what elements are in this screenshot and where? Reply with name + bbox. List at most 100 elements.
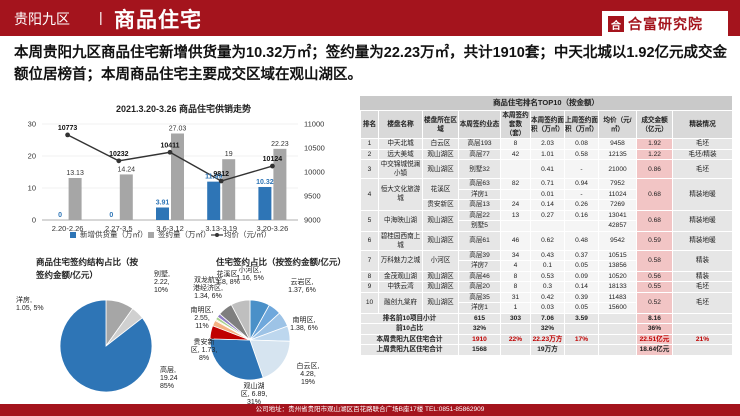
logo: 合 合富研究院	[602, 11, 728, 37]
table-cell: 82	[500, 178, 531, 190]
table-cell: 白云区	[422, 138, 459, 150]
top10-title: 商品住宅排名TOP10（按金额）	[360, 96, 732, 110]
y-tick-label: 10	[28, 184, 36, 193]
x-tick-label: 2.27-3.5	[105, 224, 133, 233]
contract-bar	[222, 159, 236, 220]
pie-slice	[59, 299, 153, 393]
table-row: 3 中交锦城悦澜小镇 观山湖区 别墅32 0.41-21000 0.86 毛坯	[360, 159, 733, 179]
table-cell: 15600	[598, 302, 637, 314]
contract-data-label: 27.03	[169, 126, 187, 133]
logo-icon: 合	[608, 16, 624, 32]
table-cell: 6	[360, 230, 379, 251]
column-header: 成交金额（亿元）	[636, 110, 673, 139]
pie-label: 贵安新区, 1.73, 8%	[191, 337, 218, 362]
table-cell: 高层77	[458, 148, 501, 160]
y-tick-label: 20	[28, 152, 36, 161]
table-cell: 8	[500, 138, 531, 150]
table-row: 8 金茂观山湖 观山湖区 高层46 8 0.53 0.09 10520 0.56 精装	[360, 270, 733, 282]
table-cell: 5	[360, 209, 379, 232]
table-cell: 7	[360, 249, 379, 272]
table-cell: 别墅32	[458, 159, 501, 179]
table-cell: 13	[500, 209, 531, 221]
table-cell	[500, 188, 531, 200]
supply-chart-title: 2021.3.20-3.26 商品住宅供销走势	[116, 104, 252, 114]
table-cell: 0.05	[564, 302, 599, 314]
table-cell: 0.58	[564, 148, 599, 160]
table-cell: 12135	[598, 148, 637, 160]
table-cell: 0.52	[636, 291, 673, 314]
table-cell: 10520	[598, 270, 637, 282]
table-row: 7 万科魅力之城 小河区 高层39 34 0.43 0.37 10515 0.58 精装	[360, 249, 733, 272]
price-point	[65, 132, 70, 138]
table-cell	[564, 323, 599, 335]
table-cell: 1	[360, 138, 379, 150]
y2-tick-label: 9500	[304, 192, 321, 201]
table-row: 4 恒大文化旅游城 花溪区 高层63 82 0.71 0.94 7952 0.68 精装地暖	[360, 178, 733, 211]
table-row: 1 中天北城 白云区 高层193 8 2.03 0.08 9458 1.92 毛坯	[360, 138, 733, 150]
table-cell: 高层13	[458, 199, 501, 211]
table-cell: 8	[500, 281, 531, 293]
summary-row: 上周贵阳九区住宅合计 1568 19万方 18.64亿元	[360, 344, 733, 356]
column-header: 均价（元/㎡）	[598, 110, 637, 139]
table-cell	[564, 220, 599, 232]
table-cell: 11483	[598, 291, 637, 303]
supply-bar	[258, 186, 272, 220]
column-header: 上周签约面积（万㎡）	[564, 110, 599, 139]
region-label: 贵阳九区	[14, 11, 70, 27]
table-cell: 0.94	[564, 178, 599, 190]
table-cell: 别墅5	[458, 220, 501, 232]
table-row: 9 中铁云湾 观山湖区 高层20 8 0.3 0.14 18133 0.55 毛坯	[360, 281, 733, 293]
table-cell: -	[564, 159, 599, 179]
table-row: 贵安新区 高层13 24 0.14 0.26 7269	[361, 199, 733, 211]
pie-label: 2.55,	[194, 315, 210, 322]
table-cell	[500, 159, 531, 179]
table-row: 2 远大美域 观山湖区 高层77 42 1.01 0.58 12135 1.22 毛坯/精装	[360, 148, 733, 160]
table-cell	[500, 220, 531, 232]
summary-row: 前10占比 32% 32% 36%	[360, 323, 733, 335]
x-tick-label: 3.20-3.26	[257, 224, 289, 233]
legend-label: 均价（元/㎡）	[224, 229, 271, 239]
table-cell: 洋房7	[458, 260, 501, 272]
table-cell: 高层193	[458, 138, 501, 150]
table-cell: 0.39	[564, 291, 599, 303]
supply-data-label: 3.91	[156, 199, 170, 206]
supply-data-label: 11.99	[205, 174, 222, 181]
table-cell: 36%	[636, 323, 673, 335]
column-header: 本周签约面积（万㎡）	[530, 110, 565, 139]
column-header: 排名	[360, 110, 379, 139]
table-cell: 花溪区	[422, 178, 459, 200]
contract-data-label: 19	[225, 151, 233, 158]
summary-text: 本周贵阳九区商品住宅新增供货量为10.32万㎡；签约量为22.23万㎡，共计19…	[14, 45, 728, 83]
table-cell: 毛坯	[672, 159, 733, 179]
summary-row: 本周贵阳九区住宅合计 1910 22% 22.23万方 17% 22.51亿元 21%	[360, 333, 733, 345]
table-cell: 34	[500, 249, 531, 261]
table-cell: 中海映山湖	[378, 209, 423, 232]
table-cell: 13856	[598, 260, 637, 272]
table-cell: 碧桂园西南上城	[378, 230, 423, 251]
table-cell	[598, 312, 637, 324]
table-cell: 1	[500, 302, 531, 314]
table-cell: 中交锦城悦澜小镇	[378, 159, 423, 179]
contract-bar	[119, 174, 133, 220]
price-point	[218, 178, 224, 184]
pie-label: 白云区, 4.28, 19%	[297, 361, 320, 386]
top10-panel: 商品住宅排名TOP10（按金额） 排名 楼盘名称 楼盘所在区域 本周签约业态 本周签约套…	[360, 96, 733, 401]
table-cell: 24	[500, 199, 531, 211]
table-cell: 22.23万方	[530, 333, 565, 345]
price-data-label: 10232	[109, 151, 129, 158]
legend-swatch	[148, 232, 154, 238]
pie-label: 高层, 19.24, 85%	[160, 365, 178, 390]
table-row: 6 碧桂园西南上城 观山湖区 高层61 46 0.62 0.48 9542 0.59 精装地暖	[360, 230, 733, 251]
column-header: 本周签约套数（套）	[500, 110, 531, 139]
table-cell: 3	[360, 159, 379, 179]
table-cell: 中天北城	[378, 138, 423, 150]
y-tick-label: 30	[28, 120, 36, 129]
table-cell: 0.1	[530, 260, 565, 272]
table-cell: 9	[360, 281, 379, 293]
table-cell: 7952	[598, 178, 637, 190]
table-cell: 8	[360, 270, 379, 282]
y2-tick-label: 9000	[304, 216, 321, 225]
table-cell: 0.53	[530, 270, 565, 282]
table-cell: 303	[500, 312, 531, 324]
pie-label: 南明区,	[191, 305, 214, 314]
